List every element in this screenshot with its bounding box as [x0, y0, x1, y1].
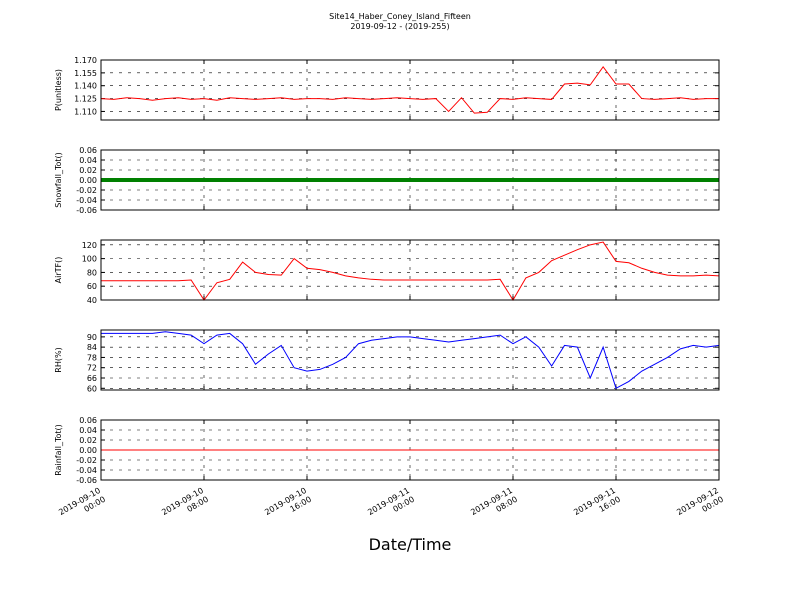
y-axis-label: RH(%) — [54, 347, 63, 372]
y-axis-label: P(unitless) — [54, 69, 63, 111]
plot-frame — [100, 149, 720, 211]
y-axis-label: Snowfall_Tot() — [54, 152, 63, 208]
y-tick-label: 66 — [87, 374, 97, 383]
y-tick-label: 1.170 — [74, 56, 97, 65]
y-tick-label: 78 — [87, 353, 97, 362]
y-tick-label: 1.125 — [74, 95, 97, 104]
y-tick-label: 60 — [87, 282, 97, 291]
y-tick-label: 0.04 — [79, 426, 97, 435]
y-tick-label: 0.00 — [79, 176, 97, 185]
y-tick-label: 72 — [87, 364, 97, 373]
x-axis-label: Date/Time — [369, 535, 452, 554]
chart-title: Site14_Haber_Coney_Island_Fifteen — [329, 12, 471, 21]
plot-frame — [100, 329, 720, 391]
y-tick-label: 0.02 — [79, 436, 97, 445]
y-tick-label: 1.110 — [74, 107, 97, 116]
y-tick-label: 40 — [87, 296, 97, 305]
y-tick-label: 0.06 — [79, 416, 97, 425]
y-axis-label: Rainfall_Tot() — [54, 424, 63, 476]
y-tick-label: -0.06 — [76, 476, 97, 485]
plot-frame — [100, 419, 720, 481]
y-tick-label: 0.00 — [79, 446, 97, 455]
y-tick-label: 0.04 — [79, 156, 97, 165]
y-tick-label: 80 — [87, 268, 97, 277]
y-tick-label: 0.06 — [79, 146, 97, 155]
data-line — [100, 66, 719, 114]
data-line — [101, 331, 720, 390]
y-tick-label: 0.02 — [79, 166, 97, 175]
y-tick-label: 1.140 — [74, 82, 97, 91]
y-tick-label: -0.02 — [76, 186, 97, 195]
y-tick-label: 60 — [87, 384, 97, 393]
y-tick-label: 84 — [87, 343, 97, 352]
y-tick-label: 90 — [87, 333, 97, 342]
plot-frame — [100, 59, 720, 121]
y-tick-label: -0.04 — [76, 196, 97, 205]
y-tick-label: 1.155 — [74, 69, 97, 78]
y-tick-label: -0.06 — [76, 206, 97, 215]
y-tick-label: -0.04 — [76, 466, 97, 475]
y-tick-label: -0.02 — [76, 456, 97, 465]
y-axis-label: AirTF() — [54, 257, 63, 284]
plot-frame — [100, 239, 720, 301]
y-tick-label: 120 — [82, 241, 97, 250]
y-tick-label: 100 — [82, 255, 97, 264]
chart-subtitle: 2019-09-12 - (2019-255) — [350, 22, 449, 31]
